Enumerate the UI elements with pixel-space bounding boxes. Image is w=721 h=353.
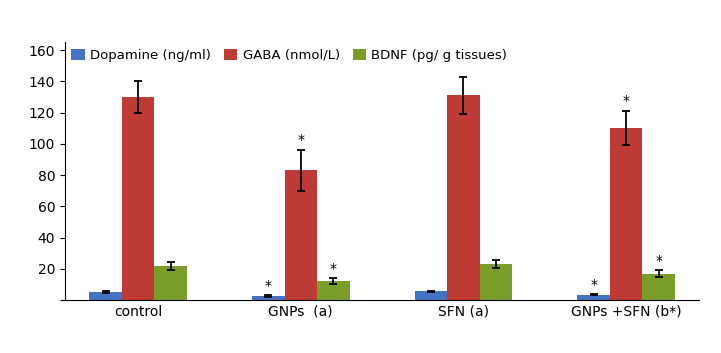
Text: *: *: [265, 279, 272, 293]
Text: *: *: [297, 133, 304, 147]
Bar: [285, 170, 317, 300]
Bar: [122, 97, 154, 300]
Bar: [479, 264, 513, 300]
Bar: [415, 292, 447, 300]
Bar: [317, 281, 350, 300]
Bar: [154, 266, 187, 300]
Text: *: *: [590, 277, 597, 292]
Bar: [89, 292, 122, 300]
Bar: [447, 95, 479, 300]
Text: *: *: [623, 94, 629, 108]
Bar: [610, 128, 642, 300]
Text: *: *: [655, 254, 662, 268]
Bar: [642, 274, 675, 300]
Legend: Dopamine (ng/ml), GABA (nmol/L), BDNF (pg/ g tissues): Dopamine (ng/ml), GABA (nmol/L), BDNF (p…: [71, 49, 507, 62]
Text: *: *: [329, 262, 337, 276]
Bar: [578, 295, 610, 300]
Bar: [252, 296, 285, 300]
